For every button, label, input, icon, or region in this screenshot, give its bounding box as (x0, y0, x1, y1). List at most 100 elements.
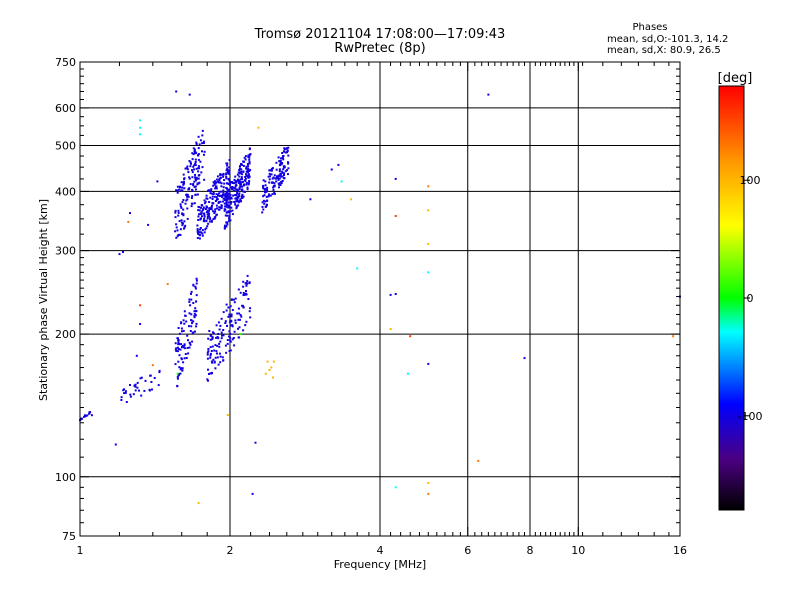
data-point (192, 165, 195, 168)
colorbar (718, 85, 745, 511)
data-point (176, 376, 179, 378)
data-point (209, 354, 212, 357)
data-point (79, 418, 82, 421)
data-point (188, 312, 191, 315)
data-point (203, 153, 205, 156)
data-point (219, 340, 222, 343)
data-point (195, 151, 198, 154)
data-point (182, 346, 185, 349)
data-point (197, 502, 200, 505)
data-point (262, 199, 265, 202)
data-point (184, 202, 187, 205)
data-point (271, 177, 274, 180)
data-point (185, 320, 188, 323)
data-point (223, 209, 226, 212)
data-point (262, 179, 265, 182)
data-point (244, 190, 246, 193)
data-point (242, 164, 245, 167)
data-point (153, 377, 156, 379)
data-point (229, 324, 232, 327)
data-point (198, 167, 201, 170)
data-point (197, 135, 200, 138)
data-point (208, 209, 210, 212)
data-point (225, 202, 228, 205)
data-point (270, 173, 273, 176)
x-tick-label: 10 (571, 544, 585, 557)
data-point (206, 206, 208, 209)
data-point (195, 279, 198, 282)
data-point (236, 173, 239, 176)
data-point (248, 158, 251, 161)
data-point (272, 167, 274, 170)
data-point (264, 191, 266, 194)
data-point (278, 177, 281, 180)
data-point (267, 175, 270, 178)
data-point (231, 209, 234, 212)
data-point (242, 170, 245, 173)
data-point (238, 195, 241, 198)
data-point (394, 215, 397, 217)
data-point (237, 327, 239, 330)
data-point (191, 322, 193, 325)
data-point (201, 234, 204, 237)
data-point (196, 224, 199, 227)
colorbar-tick-label: -100 (738, 410, 763, 423)
data-point (221, 334, 223, 337)
data-point (187, 195, 190, 198)
data-point (195, 141, 198, 144)
data-point (192, 153, 195, 156)
data-point (195, 294, 198, 297)
data-point (487, 93, 490, 96)
data-point (211, 371, 213, 374)
data-point (220, 317, 223, 320)
data-point (203, 150, 206, 153)
data-point (193, 185, 196, 188)
data-point (219, 173, 222, 176)
data-point (194, 152, 196, 155)
data-point (264, 180, 267, 183)
data-point (180, 181, 183, 184)
data-point (194, 179, 197, 182)
data-point (208, 330, 211, 332)
data-point (286, 169, 288, 172)
data-point (229, 202, 232, 205)
data-point (198, 228, 201, 231)
data-point (175, 226, 178, 229)
data-point (230, 315, 233, 318)
data-point (281, 175, 284, 178)
phases-title: Phases (632, 22, 668, 33)
data-point (192, 320, 195, 323)
data-point (228, 217, 231, 220)
data-point (194, 314, 197, 317)
data-point (209, 356, 212, 359)
data-point (219, 174, 222, 177)
data-point (228, 172, 231, 175)
data-point (221, 195, 224, 198)
data-point (198, 143, 201, 146)
data-point (187, 171, 190, 174)
data-point (213, 360, 216, 363)
data-point (240, 168, 243, 171)
data-point (350, 198, 353, 201)
data-point (287, 146, 290, 149)
data-point (214, 210, 217, 213)
data-point (237, 179, 240, 182)
data-point (238, 312, 241, 315)
data-point (184, 224, 187, 227)
data-point (187, 339, 189, 342)
data-point (203, 199, 206, 202)
data-point (228, 166, 231, 169)
data-point (194, 158, 197, 161)
data-point (340, 180, 343, 183)
data-point (176, 229, 179, 232)
data-point (220, 337, 223, 340)
data-point (229, 332, 232, 335)
data-point (181, 189, 184, 192)
data-point (271, 193, 274, 196)
data-point (180, 189, 183, 192)
data-point (242, 280, 245, 283)
data-point (215, 187, 218, 190)
data-point (230, 313, 233, 316)
data-point (224, 194, 226, 197)
data-point (240, 189, 243, 192)
